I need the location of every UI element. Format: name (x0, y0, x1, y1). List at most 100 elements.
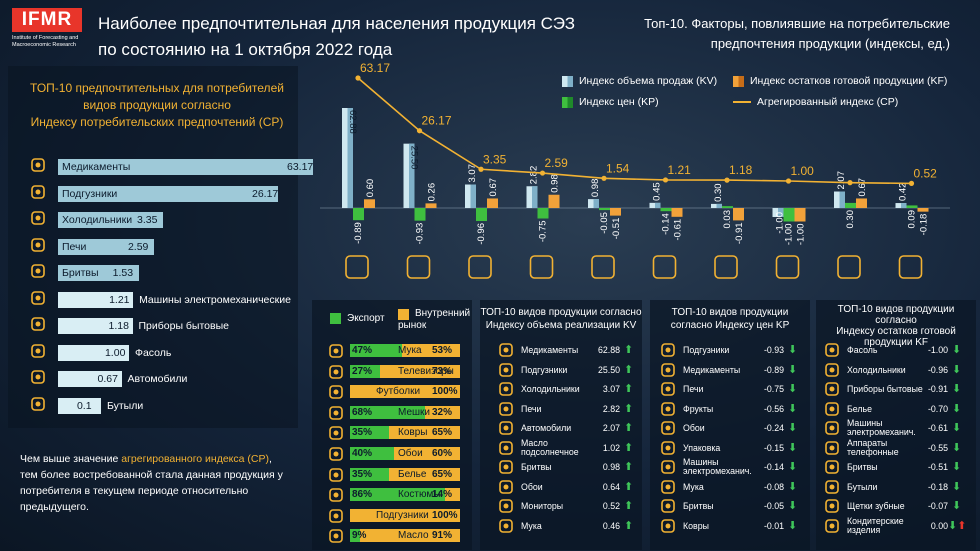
kv-label: 62.88 (347, 110, 358, 134)
export-pct: 27% (352, 365, 373, 377)
export-panel (312, 300, 472, 550)
arrow-down-icon: ⬇ (952, 363, 962, 376)
kf-label: -0.61 (673, 219, 684, 241)
arrow-down-icon: ⬇ (952, 500, 962, 512)
top-bar-label: Холодильники (62, 214, 133, 226)
domestic-pct: 14% (432, 489, 453, 501)
factors-chart: 62.88 -0.89 0.60 25.50 -0.93 0.26 3.07 -0.96 0.6… (320, 61, 950, 279)
kv-bar-shade (593, 199, 599, 208)
table-row: Бритвы -0.51 ⬇ (820, 458, 970, 476)
table-row: Фрукты -0.56 ⬇ (656, 400, 806, 418)
table-row: Печи -0.75 ⬇ (656, 380, 806, 398)
legend-cp-label: Агрегированный индекс (CP) (757, 96, 899, 108)
domestic-pct: 53% (432, 345, 453, 356)
arrow-down-icon: ⬇ (788, 402, 798, 415)
kf-label: -1.00 (796, 224, 807, 246)
arrow-up-icon: ⬆ (624, 344, 634, 356)
table-row: Бритвы 0.98 ⬆ (494, 458, 639, 476)
legend-kf-swatch (733, 75, 744, 87)
legend-cp-line (733, 101, 751, 104)
item-icon (824, 381, 840, 397)
arrow-mixed-icon: ⬇⬆ (948, 519, 967, 532)
arrow-up-icon: ⬆ (624, 480, 634, 493)
domestic-bar (350, 385, 460, 399)
arrow-down-icon: ⬇ (952, 422, 962, 434)
kf-bar (733, 208, 744, 221)
top-bar-label: Приборы бытовые (138, 320, 229, 332)
kv-bar-shade (655, 202, 661, 208)
table-item-value: -0.89 (763, 364, 784, 375)
kp-title-line2: согласно Индексу цен KP (670, 320, 790, 331)
top-bar-label: Бутыли (106, 399, 144, 412)
arrow-down-icon: ⬇ (788, 363, 798, 376)
export-pct: 86% (352, 489, 373, 501)
table-item-value: -0.51 (927, 462, 948, 472)
arrow-down-icon: ⬇ (952, 461, 962, 473)
kf-title-line1: ТОП-10 видов продукции согласно (837, 304, 955, 326)
table-row: Холодильники -0.96 ⬇ (820, 361, 970, 379)
export-row: 68% Мешки 32% (326, 405, 460, 421)
table-row: Кондитерские изделия 0.00 ⬇⬆ (820, 516, 970, 535)
kf-bar (671, 208, 683, 217)
top-bar (58, 291, 134, 308)
top-bar-value: 0.1 (76, 399, 92, 412)
kv-bar-shade (716, 203, 722, 208)
cp-label: 2.59 (545, 156, 569, 170)
table-item-name: Масло подсолнечное (521, 437, 579, 457)
cp-line (357, 77, 912, 185)
export-row: 86% Костюмы 14% (326, 487, 460, 503)
table-item-value: 25.50 (597, 364, 620, 375)
category-icon (345, 255, 369, 279)
table-item-name: Щетки зубные (847, 501, 905, 511)
cp-label: 1.21 (668, 163, 692, 177)
cp-point (601, 175, 607, 181)
wallpaper-icon (328, 446, 344, 462)
arrow-up-icon: ⬆ (624, 461, 634, 473)
arrow-down-icon: ⬇ (788, 500, 798, 512)
top-bar-value: 63.17 (287, 161, 314, 173)
top-bar-label: Машины электромеханические (139, 293, 291, 306)
legend-kf-label: Индекс остатков готовой продукции (KF) (750, 75, 948, 87)
chart-title-line1: Топ-10. Факторы, повлиявшие на потребите… (644, 16, 950, 31)
kf-label: 0.67 (857, 178, 868, 197)
arrow-down-icon: ⬇ (788, 441, 798, 454)
cp-point (785, 178, 792, 184)
export-row: 47% Мука 53% (326, 343, 460, 359)
kf-label: -0.91 (734, 222, 745, 244)
top-bar-value: 1.00 (104, 346, 126, 359)
export-item-name: Телевизоры (398, 365, 454, 377)
category-icon (714, 255, 738, 279)
table-row: Белье -0.70 ⬇ (820, 400, 970, 418)
item-icon (824, 342, 840, 358)
export-item-name: Футболки (376, 386, 421, 398)
table-item-value: 62.88 (597, 345, 620, 355)
table-item-value: -0.70 (927, 403, 948, 414)
legend-kv-label: Индекс объема продаж (KV) (579, 75, 718, 87)
table-item-value: -0.93 (763, 345, 784, 355)
export-row: 35% Белье 65% (326, 467, 460, 483)
table-item-name: Мониторы (521, 501, 564, 511)
domestic-pct: 73% (432, 365, 453, 377)
left-panel-title: ТОП-10 предпочтительных для потребителей… (22, 80, 292, 131)
flour-icon (328, 343, 344, 359)
export-bar (350, 344, 402, 357)
table-row: Масло подсолнечное 1.02 ⬆ (494, 437, 639, 457)
item-icon (498, 342, 514, 358)
export-bar (350, 426, 389, 440)
kp-label: -0.75 (538, 221, 549, 243)
table-item-name: Фрукты (683, 403, 714, 414)
heater-icon (30, 316, 50, 336)
oil-icon (328, 528, 344, 544)
table-item-name: Обои (683, 423, 705, 433)
top-bar (58, 212, 163, 228)
export-pct: 9% (352, 530, 367, 542)
table-item-name: Подгузники (521, 364, 568, 375)
table-item-value: -0.08 (763, 481, 784, 492)
logo-subtitle: Institute of Forecasting and Macroeconom… (12, 35, 79, 48)
item-icon (660, 479, 676, 495)
kp-label: -0.14 (661, 213, 672, 235)
kv-table-title: ТОП-10 видов продукции согласно Индексу … (480, 306, 642, 332)
category-icon (652, 255, 677, 279)
cp-label: 1.00 (791, 164, 815, 178)
cp-label: 63.17 (360, 61, 390, 75)
